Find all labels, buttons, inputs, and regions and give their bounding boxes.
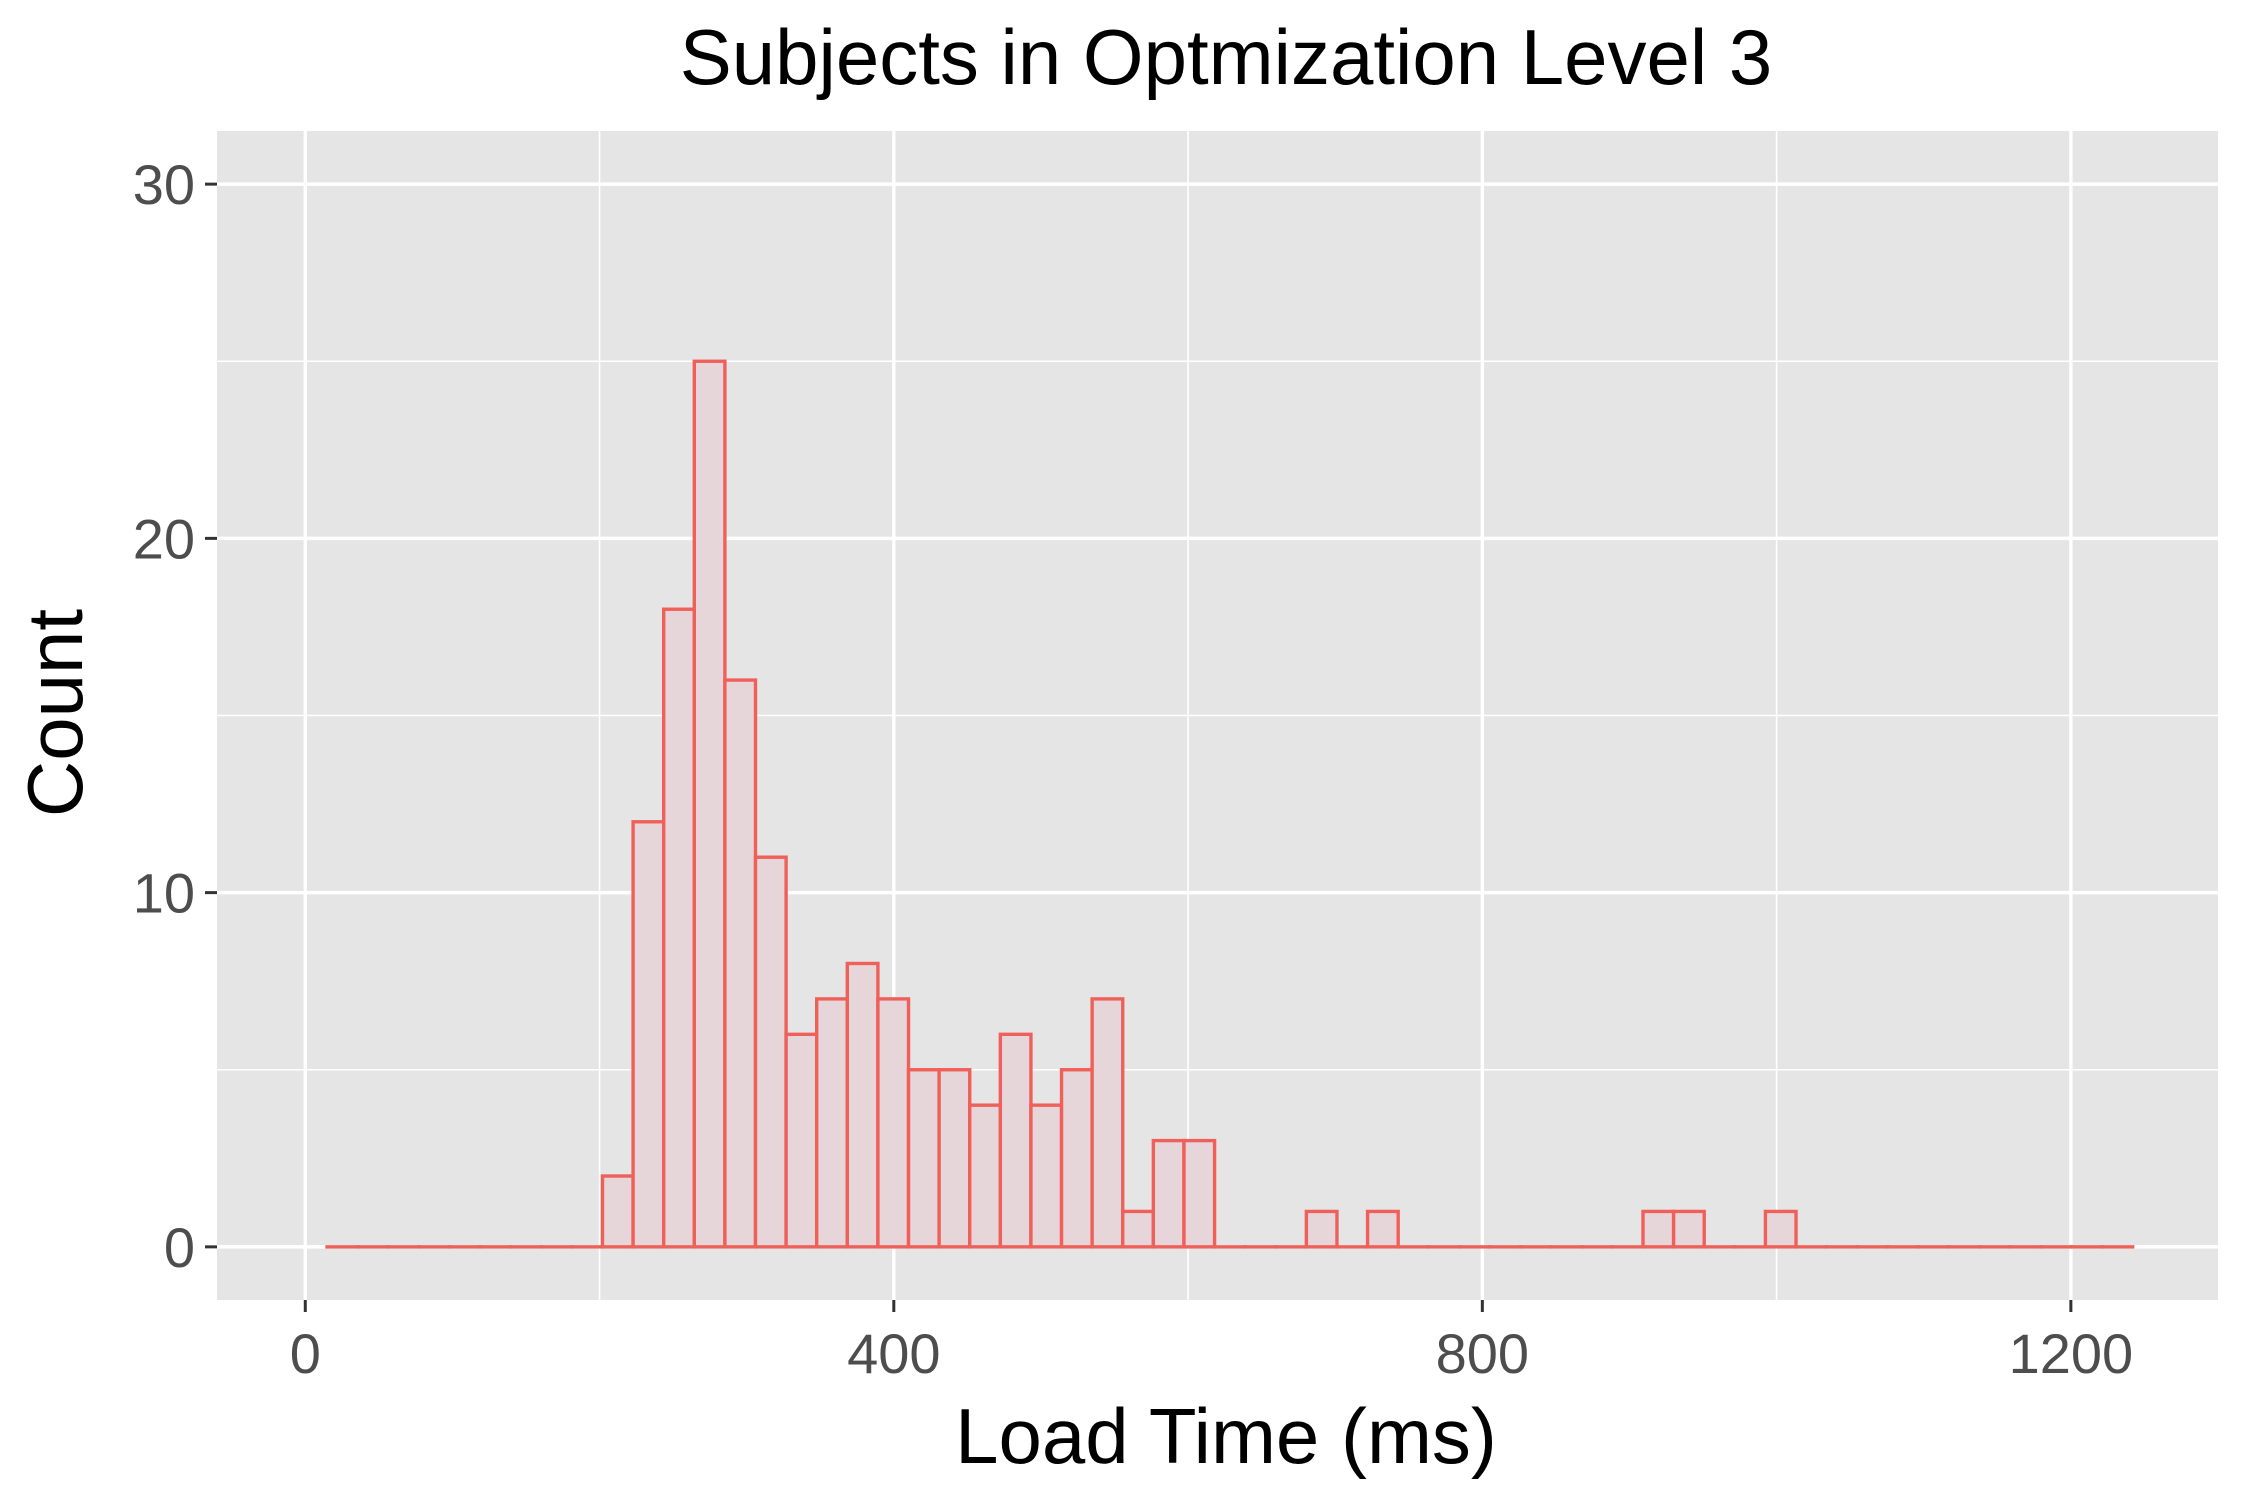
- histogram-bar: [1062, 1070, 1093, 1247]
- histogram-bar: [939, 1070, 970, 1247]
- histogram-bar: [1306, 1211, 1337, 1246]
- x-tick-label: 400: [847, 1322, 940, 1385]
- y-tick-label: 0: [164, 1216, 195, 1279]
- histogram-bar: [817, 999, 848, 1247]
- histogram-bar: [633, 822, 664, 1247]
- histogram-bar: [1643, 1211, 1674, 1246]
- y-tick-label: 30: [133, 153, 195, 216]
- x-tick-label: 0: [290, 1322, 321, 1385]
- histogram-bar: [970, 1105, 1001, 1247]
- y-axis-title: Count: [11, 609, 99, 817]
- y-tick-label: 10: [133, 862, 195, 925]
- histogram-bar: [1368, 1211, 1399, 1246]
- histogram-bar: [909, 1070, 940, 1247]
- histogram-bar: [1123, 1211, 1154, 1246]
- histogram-bar: [664, 609, 695, 1247]
- histogram-bar: [786, 1034, 817, 1247]
- histogram-bar: [1153, 1141, 1184, 1247]
- histogram-bar: [1000, 1034, 1031, 1247]
- histogram-bar: [1765, 1211, 1796, 1246]
- histogram-bar: [725, 680, 756, 1247]
- y-tick-label: 20: [133, 507, 195, 570]
- histogram-bar: [878, 999, 909, 1247]
- x-tick-label: 800: [1436, 1322, 1529, 1385]
- histogram-bar: [602, 1176, 633, 1247]
- histogram-bar: [1031, 1105, 1062, 1247]
- chart-title: Subjects in Optmization Level 3: [680, 13, 1773, 101]
- x-tick-label: 1200: [2009, 1322, 2134, 1385]
- histogram-bar: [1674, 1211, 1705, 1246]
- histogram-bar: [756, 857, 787, 1247]
- x-axis-title: Load Time (ms): [955, 1392, 1497, 1480]
- histogram-bar: [1184, 1141, 1215, 1247]
- histogram-bar: [1092, 999, 1123, 1247]
- histogram-bar: [694, 361, 725, 1247]
- histogram-bar: [847, 963, 878, 1246]
